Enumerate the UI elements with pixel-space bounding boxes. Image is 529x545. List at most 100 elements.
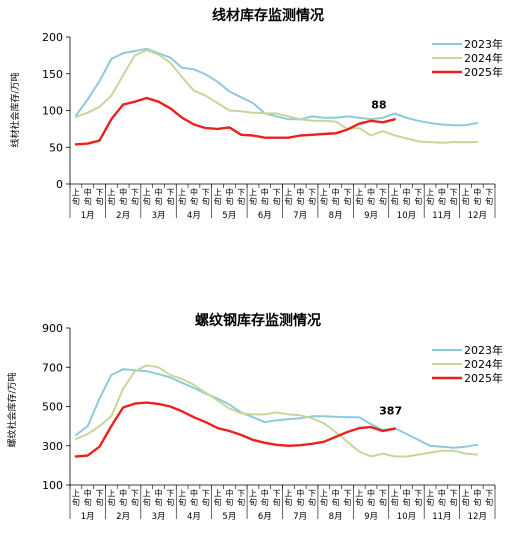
x-tick-label: 下旬 (273, 188, 281, 206)
month-label: 6月 (258, 211, 272, 221)
x-tick-label: 上旬 (107, 188, 115, 206)
y-axis-label: 线材社会库存/万吨 (9, 72, 21, 147)
month-label: 8月 (329, 211, 343, 221)
x-tick-label: 中旬 (119, 187, 127, 206)
legend-label: 2023年 (464, 37, 503, 51)
x-tick-label: 中旬 (367, 187, 375, 206)
y-tick-label: 200 (42, 31, 63, 44)
x-tick-label: 上旬 (461, 188, 469, 206)
x-tick-label: 上旬 (249, 188, 257, 206)
x-tick-label: 上旬 (426, 188, 434, 206)
x-tick-label: 上旬 (214, 188, 222, 206)
month-label: 8月 (329, 512, 343, 522)
series-line-2 (74, 96, 396, 146)
last-value-label: 88 (371, 98, 386, 111)
x-tick-label: 上旬 (320, 188, 328, 206)
month-label: 9月 (364, 512, 378, 522)
chart-title: 螺纹钢库存监测情况 (195, 312, 321, 329)
x-tick-label: 上旬 (355, 188, 363, 206)
series-line-0 (74, 47, 479, 127)
x-tick-label: 下旬 (379, 489, 387, 507)
month-label: 7月 (293, 211, 307, 221)
month-label: 12月 (468, 512, 487, 522)
chart-1: 螺纹钢库存监测情况螺纹社会库存/万吨100300500700900上旬中旬下旬上… (6, 312, 503, 522)
x-tick-label: 中旬 (225, 488, 233, 507)
month-label: 1月 (81, 512, 95, 522)
x-tick-label: 中旬 (473, 187, 481, 206)
month-label: 7月 (293, 512, 307, 522)
x-tick-label: 上旬 (461, 489, 469, 507)
x-tick-label: 中旬 (438, 488, 446, 507)
x-tick-label: 中旬 (225, 187, 233, 206)
legend-label: 2024年 (464, 51, 503, 65)
y-tick-label: 900 (42, 322, 63, 335)
x-tick-label: 下旬 (131, 188, 139, 206)
x-tick-label: 中旬 (296, 488, 304, 507)
x-tick-label: 中旬 (332, 187, 340, 206)
x-tick-label: 上旬 (391, 489, 399, 507)
x-tick-label: 下旬 (485, 489, 493, 507)
x-tick-label: 中旬 (155, 187, 163, 206)
chart-0: 线材库存监测情况线材社会库存/万吨050100150200上旬中旬下旬上旬中旬下… (9, 7, 503, 221)
x-tick-label: 下旬 (308, 489, 316, 507)
month-label: 9月 (364, 211, 378, 221)
legend-label: 2025年 (464, 371, 503, 385)
y-tick-label: 700 (42, 361, 63, 374)
x-tick-label: 下旬 (202, 489, 210, 507)
last-value-label: 387 (379, 405, 402, 418)
x-tick-label: 下旬 (131, 489, 139, 507)
legend-label: 2025年 (464, 65, 503, 79)
y-axis-label: 螺纹社会库存/万吨 (6, 372, 18, 447)
chart-title: 线材库存监测情况 (212, 7, 324, 24)
y-tick-label: 100 (42, 479, 63, 492)
y-tick-label: 50 (49, 141, 63, 154)
x-tick-label: 中旬 (190, 488, 198, 507)
month-label: 3月 (152, 211, 166, 221)
x-tick-label: 上旬 (391, 188, 399, 206)
x-tick-label: 上旬 (178, 489, 186, 507)
x-tick-label: 中旬 (84, 488, 92, 507)
y-tick-label: 100 (42, 105, 63, 118)
series-line-1 (74, 49, 479, 144)
month-label: 11月 (432, 211, 451, 221)
x-tick-label: 中旬 (438, 187, 446, 206)
x-tick-label: 上旬 (107, 489, 115, 507)
month-label: 4月 (187, 211, 201, 221)
x-tick-label: 下旬 (485, 188, 493, 206)
x-tick-label: 上旬 (320, 489, 328, 507)
month-label: 10月 (397, 211, 416, 221)
x-tick-label: 下旬 (237, 489, 245, 507)
x-tick-label: 上旬 (284, 489, 292, 507)
month-label: 1月 (81, 211, 95, 221)
x-tick-label: 下旬 (450, 188, 458, 206)
x-tick-label: 上旬 (249, 489, 257, 507)
x-tick-label: 中旬 (261, 488, 269, 507)
x-tick-label: 中旬 (473, 488, 481, 507)
x-tick-label: 中旬 (119, 488, 127, 507)
month-label: 6月 (258, 512, 272, 522)
x-tick-label: 下旬 (166, 188, 174, 206)
x-tick-label: 下旬 (202, 188, 210, 206)
x-tick-label: 中旬 (296, 187, 304, 206)
x-tick-label: 下旬 (166, 489, 174, 507)
month-label: 5月 (222, 211, 236, 221)
x-tick-label: 中旬 (402, 488, 410, 507)
x-tick-label: 中旬 (155, 488, 163, 507)
x-tick-label: 下旬 (308, 188, 316, 206)
x-tick-label: 下旬 (96, 489, 104, 507)
x-tick-label: 中旬 (367, 488, 375, 507)
series-line-2 (74, 401, 396, 458)
x-tick-label: 上旬 (178, 188, 186, 206)
y-tick-label: 150 (42, 68, 63, 81)
month-label: 3月 (152, 512, 166, 522)
x-tick-label: 下旬 (96, 188, 104, 206)
x-tick-label: 下旬 (343, 489, 351, 507)
y-tick-label: 300 (42, 440, 63, 453)
x-tick-label: 中旬 (402, 187, 410, 206)
x-tick-label: 上旬 (355, 489, 363, 507)
x-tick-label: 下旬 (450, 489, 458, 507)
month-label: 12月 (468, 211, 487, 221)
x-tick-label: 中旬 (84, 187, 92, 206)
x-tick-label: 上旬 (143, 188, 151, 206)
